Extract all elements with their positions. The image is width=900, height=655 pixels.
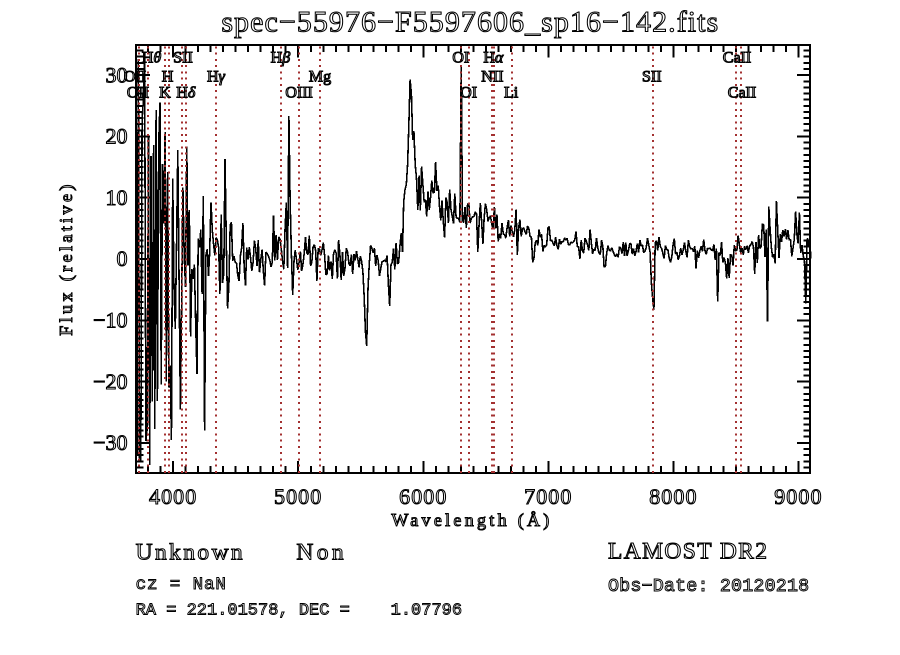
- svg-text:4000: 4000: [149, 484, 197, 509]
- svg-text:OIII: OIII: [285, 85, 313, 102]
- svg-text:Hδ: Hδ: [176, 85, 196, 102]
- svg-text:OI: OI: [460, 85, 477, 102]
- svg-text:Flux (relative): Flux (relative): [56, 181, 77, 335]
- svg-text:−20: −20: [93, 369, 127, 394]
- svg-text:SII: SII: [173, 50, 193, 67]
- svg-text:−30: −30: [93, 430, 127, 455]
- svg-text:20: 20: [106, 124, 128, 149]
- svg-text:Unknown: Unknown: [136, 540, 246, 566]
- svg-text:SII: SII: [642, 69, 662, 86]
- svg-text:Hα: Hα: [483, 50, 504, 67]
- svg-text:CaII: CaII: [723, 50, 751, 67]
- svg-text:NII: NII: [481, 69, 503, 86]
- svg-text:10: 10: [106, 185, 128, 210]
- svg-text:Wavelength (Å): Wavelength (Å): [391, 510, 552, 531]
- svg-text:Mg: Mg: [309, 69, 331, 86]
- svg-text:LAMOST DR2: LAMOST DR2: [608, 539, 768, 565]
- svg-text:Hθ: Hθ: [142, 50, 162, 67]
- svg-text:CaII: CaII: [728, 85, 756, 102]
- svg-text:K: K: [159, 85, 171, 102]
- svg-text:Non: Non: [296, 540, 347, 566]
- svg-text:RA = 221.01578, DEC = 1.077: RA = 221.01578, DEC = 1.07796: [136, 602, 462, 621]
- svg-text:7000: 7000: [524, 484, 572, 509]
- svg-text:OI: OI: [452, 50, 469, 67]
- svg-text:30: 30: [106, 62, 128, 87]
- svg-text:OII: OII: [124, 69, 146, 86]
- svg-text:0: 0: [117, 246, 128, 271]
- svg-text:−10: −10: [93, 308, 127, 333]
- svg-text:5000: 5000: [274, 484, 322, 509]
- svg-text:6000: 6000: [399, 484, 447, 509]
- svg-text:spec−55976−F5597606_sp16−142.f: spec−55976−F5597606_sp16−142.fits: [221, 6, 719, 39]
- svg-text:8000: 8000: [649, 484, 697, 509]
- svg-text:OII: OII: [127, 85, 149, 102]
- svg-text:Hγ: Hγ: [207, 69, 226, 86]
- svg-text:Li: Li: [504, 85, 519, 102]
- svg-text:Obs−Date: 20120218: Obs−Date: 20120218: [608, 576, 809, 597]
- svg-text:Hβ: Hβ: [271, 50, 291, 67]
- svg-text:9000: 9000: [774, 484, 822, 509]
- svg-text:H: H: [162, 69, 174, 86]
- svg-text:cz = NaN: cz = NaN: [136, 575, 227, 595]
